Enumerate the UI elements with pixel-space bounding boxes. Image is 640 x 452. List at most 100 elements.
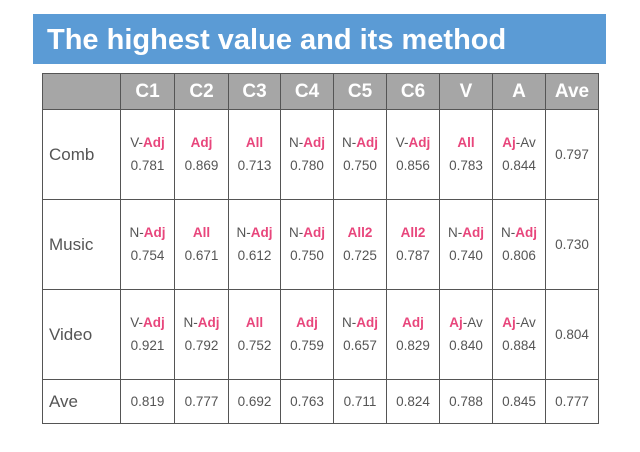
table-cell: All 0.783 xyxy=(439,109,493,200)
method-highlight: Adj xyxy=(356,134,378,150)
table-cell: N-Adj 0.740 xyxy=(439,199,493,290)
method-prefix: V- xyxy=(130,134,143,150)
table-cell: All2 0.725 xyxy=(333,199,387,290)
row-average: 0.797 xyxy=(545,109,599,200)
method-label: V-Adj xyxy=(121,132,174,154)
method-highlight: Adj xyxy=(303,134,325,150)
method-label: All2 xyxy=(387,222,439,244)
method-highlight: All2 xyxy=(347,224,373,240)
column-header: C4 xyxy=(280,73,334,110)
method-prefix: N- xyxy=(448,224,463,240)
table-cell: Adj 0.869 xyxy=(174,109,229,200)
cell-value: 0.657 xyxy=(343,337,377,353)
table-cell: All 0.752 xyxy=(228,289,281,380)
method-highlight: All xyxy=(245,134,264,150)
method-label: All2 xyxy=(334,222,386,244)
method-highlight: All2 xyxy=(400,224,426,240)
row-average: 0.730 xyxy=(545,199,599,290)
corner-cell xyxy=(42,73,121,110)
average-value: 0.788 xyxy=(439,379,493,424)
cell-value: 0.780 xyxy=(290,157,324,173)
column-header: A xyxy=(492,73,546,110)
method-label: All xyxy=(229,132,280,154)
table-row: Music N-Adj 0.754 All 0.671 N-Adj 0.612 N-Adj 0.… xyxy=(42,199,599,290)
cell-value: 0.884 xyxy=(502,337,536,353)
table-cell: All 0.671 xyxy=(174,199,229,290)
table-cell: Adj 0.759 xyxy=(280,289,334,380)
method-prefix: N- xyxy=(289,224,304,240)
method-label: N-Adj xyxy=(493,222,545,244)
table-row: Video V-Adj 0.921 N-Adj 0.792 All 0.752 Adj 0.75… xyxy=(42,289,599,380)
cell-value: 0.792 xyxy=(184,337,219,353)
column-header: C2 xyxy=(174,73,229,110)
method-label: Adj xyxy=(175,132,228,154)
method-highlight: All xyxy=(245,314,264,330)
cell-value: 0.783 xyxy=(449,157,483,173)
method-highlight: Adj xyxy=(197,314,220,330)
column-header: C3 xyxy=(228,73,281,110)
method-label: N-Adj xyxy=(334,132,386,154)
cell-value: 0.612 xyxy=(237,247,272,263)
method-label: N-Adj xyxy=(175,312,228,334)
table-cell: V-Adj 0.781 xyxy=(120,109,175,200)
method-label: All xyxy=(229,312,280,334)
method-prefix: V- xyxy=(395,134,409,150)
table-cell: N-Adj 0.750 xyxy=(333,109,387,200)
method-label: N-Adj xyxy=(440,222,492,244)
method-prefix: N- xyxy=(289,134,304,150)
method-highlight: Adj xyxy=(190,134,213,150)
cell-value: 0.750 xyxy=(343,157,377,173)
method-highlight: Adj xyxy=(462,224,484,240)
method-highlight: All xyxy=(457,134,475,150)
table-cell: Adj 0.829 xyxy=(386,289,440,380)
average-row: Ave 0.819 0.777 0.692 0.763 0.711 0.824 0.788 0.… xyxy=(42,379,599,424)
cell-value: 0.844 xyxy=(502,157,536,173)
cell-value: 0.740 xyxy=(449,247,483,263)
table-cell: Aj-Av 0.844 xyxy=(492,109,546,200)
method-suffix: -Av xyxy=(462,314,483,330)
cell-value: 0.781 xyxy=(130,157,165,173)
cell-value: 0.806 xyxy=(502,247,536,263)
method-label: Aj-Av xyxy=(493,132,545,154)
average-value: 0.845 xyxy=(492,379,546,424)
table-cell: Aj-Av 0.840 xyxy=(439,289,493,380)
cell-value: 0.787 xyxy=(396,247,430,263)
method-label: N-Adj xyxy=(281,132,333,154)
method-label: All xyxy=(440,132,492,154)
method-suffix: -Av xyxy=(515,134,536,150)
table-cell: N-Adj 0.750 xyxy=(280,199,334,290)
method-highlight: Adj xyxy=(296,314,318,330)
cell-value: 0.752 xyxy=(237,337,272,353)
row-average: 0.804 xyxy=(545,289,599,380)
method-label: All xyxy=(175,222,228,244)
average-value: 0.819 xyxy=(120,379,175,424)
row-label: Ave xyxy=(42,379,121,424)
average-value: 0.777 xyxy=(174,379,229,424)
method-highlight: Adj xyxy=(515,224,537,240)
method-label: N-Adj xyxy=(334,312,386,334)
table-cell: N-Adj 0.612 xyxy=(228,199,281,290)
method-label: N-Adj xyxy=(121,222,174,244)
table-cell: N-Adj 0.780 xyxy=(280,109,334,200)
cell-value: 0.725 xyxy=(343,247,377,263)
method-highlight: Aj xyxy=(502,134,516,150)
method-highlight: Aj xyxy=(502,314,516,330)
method-highlight: Adj xyxy=(303,224,325,240)
method-label: N-Adj xyxy=(229,222,280,244)
cell-value: 0.829 xyxy=(396,337,430,353)
row-label: Music xyxy=(42,199,121,290)
cell-value: 0.856 xyxy=(396,157,430,173)
method-prefix: N- xyxy=(501,224,516,240)
method-highlight: All xyxy=(192,224,211,240)
table-cell: All2 0.787 xyxy=(386,199,440,290)
method-highlight: Adj xyxy=(143,134,165,150)
method-label: Adj xyxy=(281,312,333,334)
method-highlight: Adj xyxy=(408,134,431,150)
table-cell: V-Adj 0.921 xyxy=(120,289,175,380)
average-value: 0.763 xyxy=(280,379,334,424)
average-value: 0.711 xyxy=(333,379,387,424)
method-highlight: Adj xyxy=(356,314,378,330)
row-label: Video xyxy=(42,289,121,380)
method-highlight: Adj xyxy=(402,314,424,330)
average-value: 0.824 xyxy=(386,379,440,424)
